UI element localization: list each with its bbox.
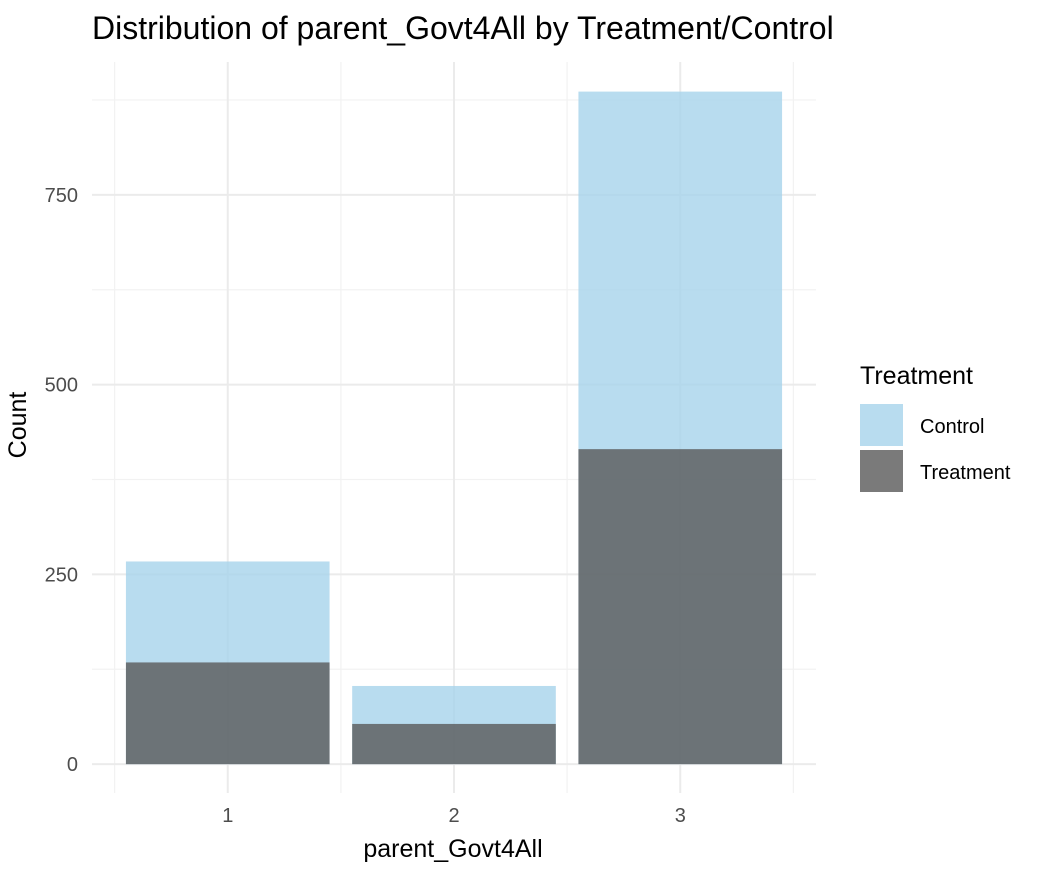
x-tick-label: 3 <box>675 805 686 827</box>
x-axis-title: parent_Govt4All <box>363 835 542 863</box>
y-axis-title: Count <box>4 392 32 459</box>
legend-key-treatment <box>860 450 903 492</box>
x-axis-ticks: 1 2 3 <box>222 805 686 827</box>
y-axis-ticks: 0 250 500 750 <box>45 185 78 776</box>
legend-label-control: Control <box>920 416 984 438</box>
y-tick-label: 250 <box>45 564 78 586</box>
x-tick-label: 1 <box>222 805 233 827</box>
legend-items: Control Treatment <box>860 404 1011 492</box>
bar-treatment-1 <box>125 662 330 765</box>
bar-treatment-2 <box>352 723 556 765</box>
x-tick-label: 2 <box>448 805 459 827</box>
bars <box>125 91 783 765</box>
y-tick-label: 500 <box>45 375 78 397</box>
y-tick-label: 0 <box>67 754 78 776</box>
legend: Treatment Control Treatment <box>860 362 1011 492</box>
legend-title: Treatment <box>860 362 973 390</box>
y-tick-label: 750 <box>45 185 78 207</box>
chart-title: Distribution of parent_Govt4All by Treat… <box>92 10 834 46</box>
bar-treatment-3 <box>578 449 783 765</box>
legend-label-treatment: Treatment <box>920 462 1011 484</box>
legend-key-control <box>860 404 903 446</box>
